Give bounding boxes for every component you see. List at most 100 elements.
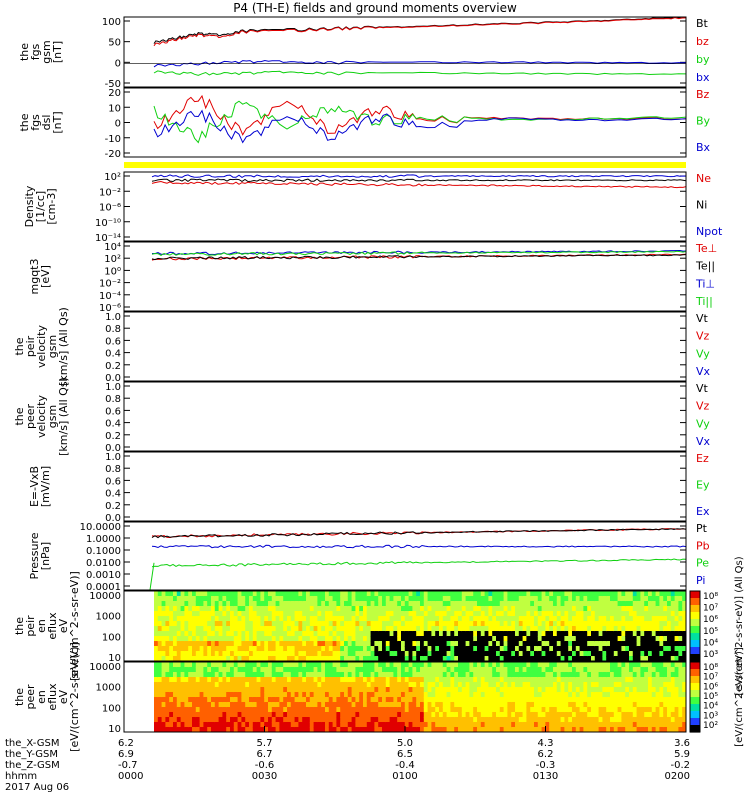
spectrogram-cell	[332, 667, 337, 673]
spectrogram-cell	[393, 707, 398, 713]
spectrogram-cell	[534, 687, 539, 693]
spectrogram-cell	[249, 596, 254, 602]
spectrogram-cell	[613, 672, 619, 678]
spectrogram-cell	[260, 727, 265, 732]
spectrogram-cell	[302, 667, 307, 673]
spectrogram-cell	[465, 631, 470, 637]
spectrogram-cell	[161, 697, 166, 703]
spectrogram-cell	[594, 717, 600, 723]
spectrogram-cell	[439, 596, 444, 602]
spectrogram-cell	[412, 641, 417, 647]
spectrogram-cell	[663, 712, 668, 718]
spectrogram-cell	[157, 682, 163, 688]
spectrogram-cell	[321, 677, 326, 683]
spectrogram-cell	[382, 697, 387, 703]
spectrogram-cell	[378, 596, 383, 602]
spectrogram-cell	[245, 667, 250, 673]
spectrogram-cell	[655, 672, 660, 678]
spectrogram-cell	[393, 601, 398, 607]
spectrogram-cell	[507, 651, 512, 657]
spectrogram-cell	[439, 682, 444, 688]
spectrogram-cell	[572, 722, 577, 728]
spectrogram-cell	[184, 697, 189, 703]
spectrogram-cell	[682, 722, 686, 728]
spectrogram-cell	[439, 712, 444, 718]
spectrogram-cell	[199, 692, 204, 698]
spectrogram-cell	[271, 677, 277, 683]
spectrogram-cell	[442, 636, 448, 642]
legend-bx: bx	[696, 71, 710, 84]
spectrogram-cell	[389, 692, 394, 698]
spectrogram-cell	[556, 646, 562, 652]
spectrogram-cell	[344, 672, 349, 678]
spectrogram-cell	[241, 677, 246, 683]
spectrogram-cell	[537, 662, 543, 668]
spectrogram-cell	[298, 646, 303, 652]
spectrogram-cell	[629, 697, 634, 703]
spectrogram-cell	[488, 626, 493, 632]
spectrogram-cell	[644, 606, 649, 612]
spectrogram-cell	[541, 707, 546, 713]
spectrogram-cell	[606, 667, 611, 673]
spectrogram-cell	[203, 712, 208, 718]
spectrogram-cell	[271, 631, 277, 637]
spectrogram-cell	[203, 616, 208, 622]
spectrogram-cell	[670, 672, 676, 678]
spectrogram-cell	[233, 702, 239, 708]
spectrogram-cell	[275, 712, 280, 718]
spectrogram-cell	[659, 722, 664, 728]
legend-vx: Vx	[696, 435, 711, 448]
spectrogram-cell	[363, 707, 368, 713]
spectrogram-cell	[648, 687, 653, 693]
spectrogram-cell	[553, 712, 558, 718]
spectrogram-cell	[541, 646, 546, 652]
spectrogram-cell	[465, 697, 470, 703]
spectrogram-cell	[347, 722, 353, 728]
spectrogram-cell	[613, 727, 619, 732]
spectrogram-cell	[522, 651, 527, 657]
y-tick-label: 10.0000	[80, 522, 121, 533]
spectrogram-cell	[306, 692, 311, 698]
spectrogram-cell	[370, 687, 375, 693]
spectrogram-cell	[663, 656, 668, 661]
spectrogram-cell	[496, 702, 501, 708]
spectrogram-cell	[575, 631, 581, 637]
spectrogram-cell	[154, 606, 159, 612]
spectrogram-cell	[173, 616, 178, 622]
spectrogram-cell	[651, 727, 657, 732]
spectrogram-cell	[435, 591, 440, 597]
spectrogram-cell	[195, 616, 201, 622]
colorbar-segment	[690, 694, 700, 698]
spectrogram-cell	[484, 601, 489, 607]
spectrogram-cell	[256, 717, 261, 723]
spectrogram-cell	[454, 616, 459, 622]
spectrogram-cell	[264, 692, 269, 698]
spectrogram-cell	[534, 631, 539, 637]
spectrogram-cell	[492, 727, 497, 732]
spectrogram-cell	[165, 636, 170, 642]
spectrogram-cell	[439, 611, 444, 617]
spectrogram-cell	[648, 672, 653, 678]
spectrogram-cell	[154, 682, 159, 688]
spectrogram-cell	[458, 626, 463, 632]
spectrogram-cell	[587, 646, 592, 652]
spectrogram-cell	[587, 722, 592, 728]
spectrogram-cell	[241, 626, 246, 632]
spectrogram-cell	[678, 707, 683, 713]
spectrogram-cell	[431, 651, 436, 657]
spectrogram-cell	[256, 687, 261, 693]
spectrogram-cell	[431, 682, 436, 688]
spectrogram-cell	[378, 672, 383, 678]
spectrogram-cell	[211, 606, 216, 612]
spectrogram-cell	[161, 641, 166, 647]
spectrogram-cell	[165, 702, 170, 708]
spectrogram-cell	[309, 591, 315, 597]
spectrogram-cell	[435, 682, 440, 688]
spectrogram-cell	[412, 591, 417, 597]
spectrogram-cell	[598, 646, 603, 652]
spectrogram-cell	[309, 631, 315, 637]
y-tick-label: 10⁻⁴	[99, 291, 121, 302]
spectrogram-cell	[473, 626, 478, 632]
spectrogram-cell	[507, 626, 512, 632]
